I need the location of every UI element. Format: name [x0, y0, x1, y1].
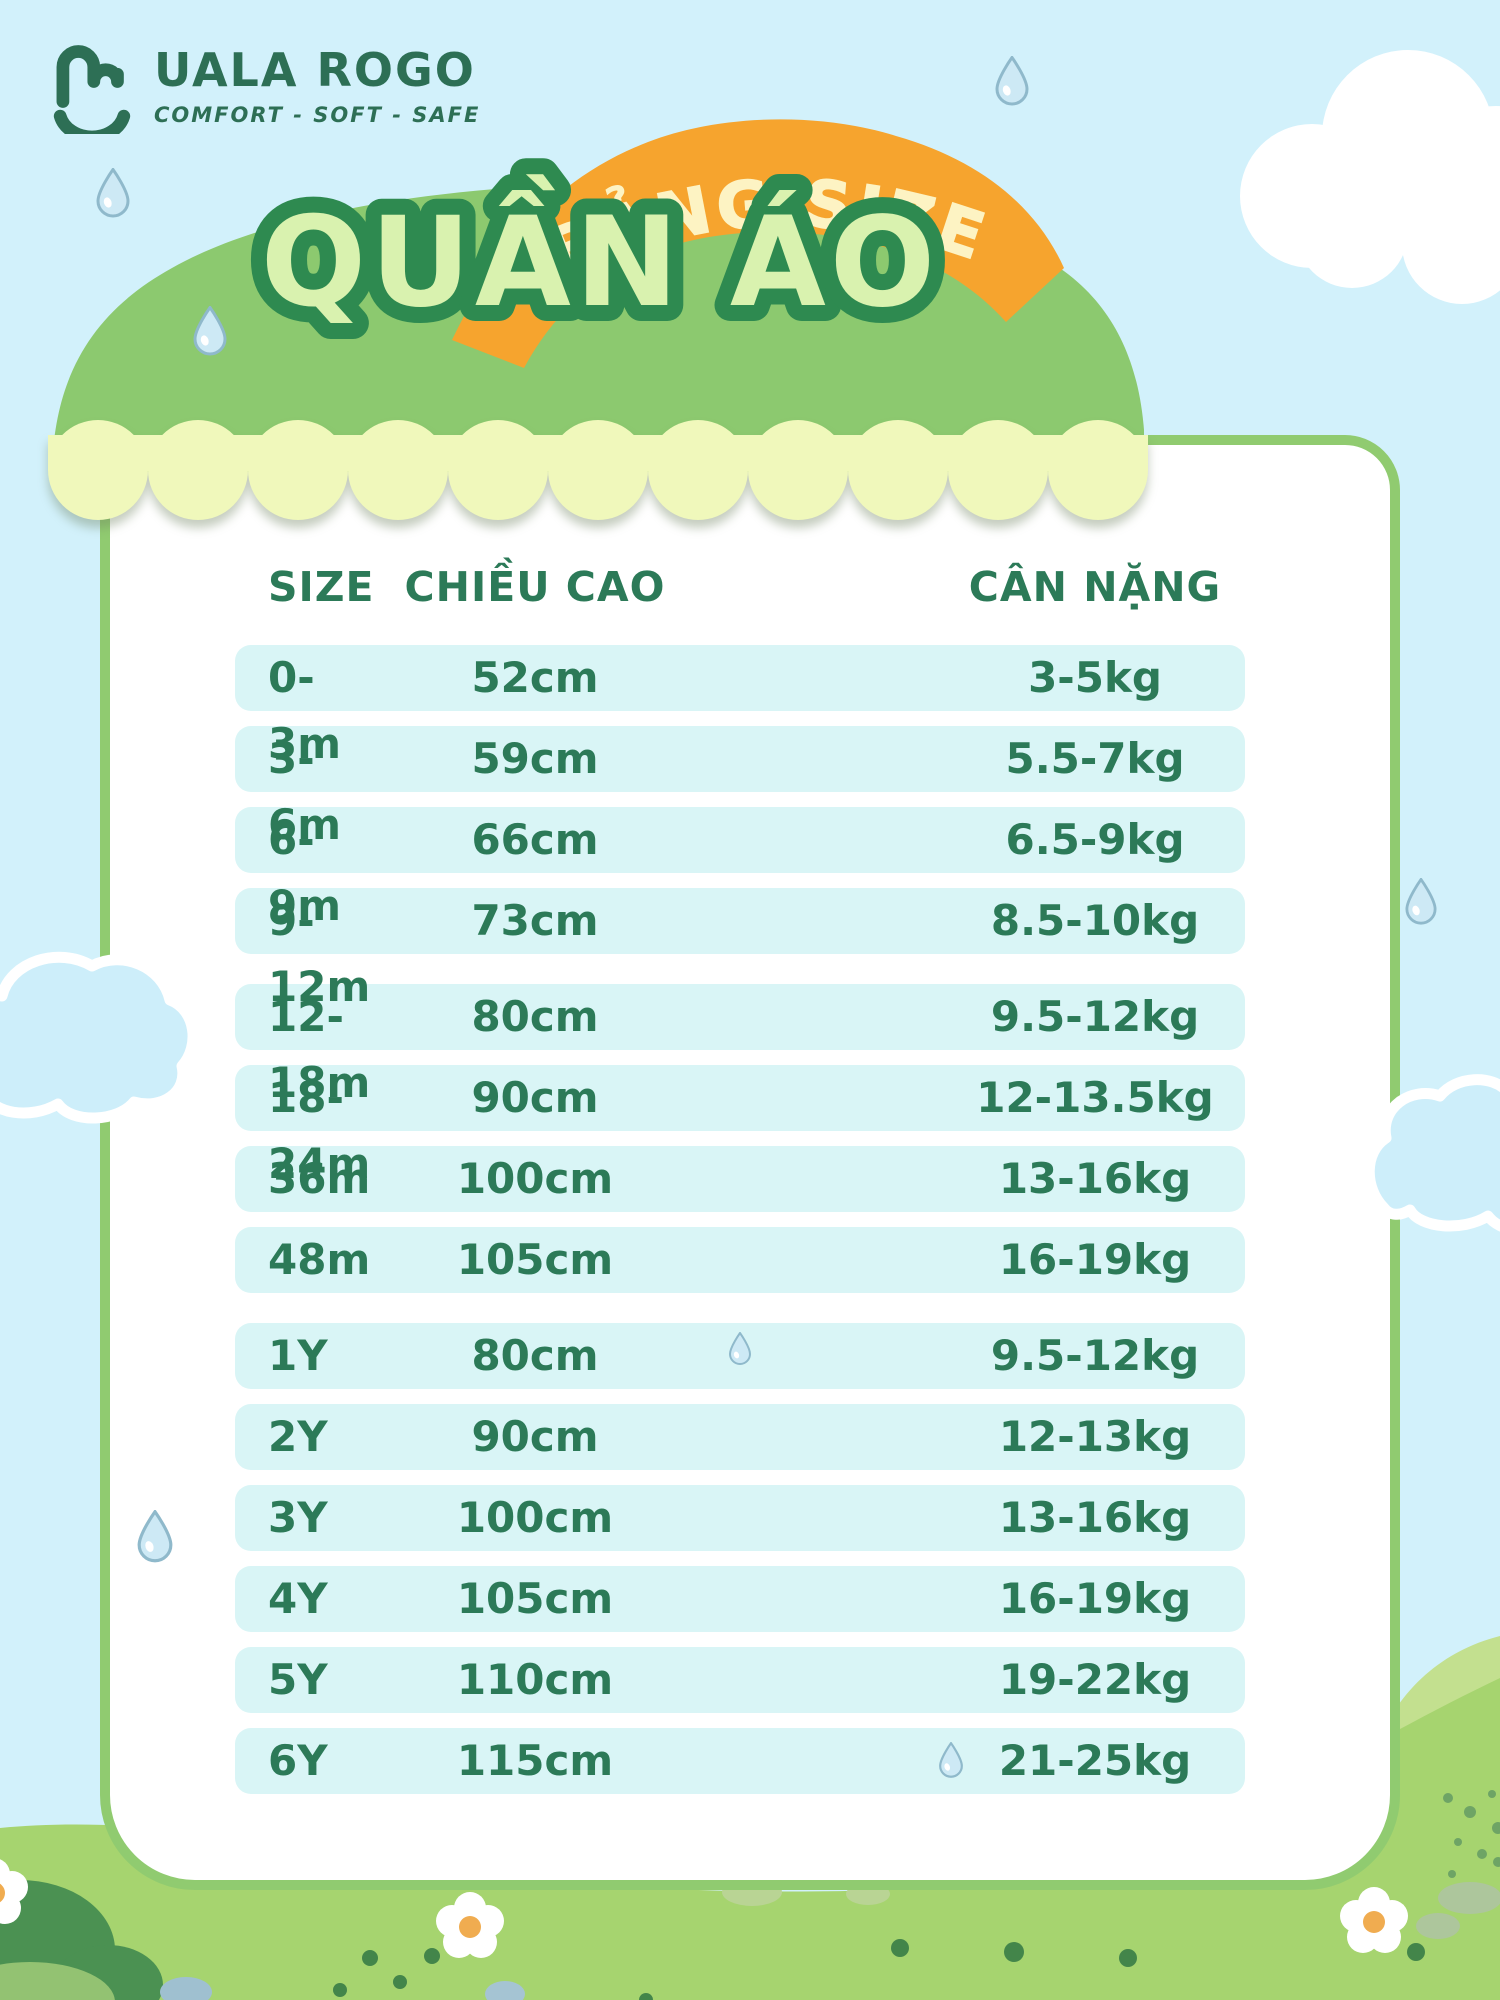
- weight-cell: 19-22kg: [998, 1655, 1192, 1704]
- water-drop-icon: [193, 306, 227, 356]
- brand-logo: UALA ROGO COMFORT - SOFT - SAFE: [52, 40, 480, 134]
- bush-icon: [0, 1880, 163, 2000]
- header-spacer: [715, 562, 945, 612]
- weight-cell: 5.5-7kg: [1005, 734, 1185, 783]
- size-cell: 18-24m: [268, 1073, 371, 1188]
- size-cell: 9-12m: [268, 896, 371, 1011]
- size-group-3: 1Y 80cm 9.5-12kg 2Y 90cm 12-13kg 3Y 100cm 13-16k…: [235, 1323, 1245, 1794]
- weight-cell: 6.5-9kg: [1005, 815, 1185, 864]
- col-header-weight: CÂN NẶNG: [968, 563, 1222, 611]
- height-cell: 66cm: [471, 815, 599, 864]
- col-header-height: CHIỀU CAO: [404, 563, 666, 611]
- cloud-icon: [1240, 50, 1500, 304]
- svg-text:QUẦN ÁO: QUẦN ÁO: [261, 173, 939, 335]
- flower-icon: [436, 1892, 504, 1958]
- table-row: 6Y 115cm 21-25kg: [235, 1728, 1245, 1794]
- brand-text: UALA ROGO COMFORT - SOFT - SAFE: [154, 47, 480, 127]
- size-table: SIZE CHIỀU CAO CÂN NẶNG 0-3m 52cm 3-5kg 3-6…: [235, 562, 1245, 1809]
- weight-cell: 16-19kg: [998, 1574, 1192, 1623]
- grass-speckles: [1443, 1790, 1500, 1878]
- height-cell: 100cm: [456, 1154, 614, 1203]
- table-row: 2Y 90cm 12-13kg: [235, 1404, 1245, 1470]
- size-cell: 48m: [268, 1235, 371, 1284]
- table-header: SIZE CHIỀU CAO CÂN NẶNG: [235, 562, 1245, 612]
- water-drop-icon: [96, 168, 130, 218]
- size-cell: 5Y: [268, 1655, 328, 1704]
- height-cell: 59cm: [471, 734, 599, 783]
- size-cell: 36m: [268, 1154, 371, 1203]
- row-spacer: [715, 1647, 945, 1713]
- banner-ribbon: BẢNG SIZE: [452, 119, 1064, 368]
- height-cell: 73cm: [471, 896, 599, 945]
- bunny-smile-icon: [53, 45, 131, 134]
- table-row: 4Y 105cm 16-19kg: [235, 1566, 1245, 1632]
- table-row: 48m 105cm 16-19kg: [235, 1227, 1245, 1293]
- row-spacer: [715, 1323, 945, 1389]
- row-spacer: [715, 1728, 945, 1794]
- size-cell: 2Y: [268, 1412, 328, 1461]
- table-row: 5Y 110cm 19-22kg: [235, 1647, 1245, 1713]
- weight-cell: 13-16kg: [998, 1154, 1192, 1203]
- table-row: 6-9m 66cm 6.5-9kg: [235, 807, 1245, 930]
- size-cell: 3Y: [268, 1493, 328, 1542]
- row-spacer: [715, 1227, 945, 1293]
- water-drop-icon: [1405, 878, 1437, 925]
- weight-cell: 21-25kg: [998, 1736, 1192, 1785]
- height-cell: 115cm: [456, 1736, 614, 1785]
- size-cell: 6-9m: [268, 815, 341, 930]
- weight-cell: 16-19kg: [998, 1235, 1192, 1284]
- size-group-1: 0-3m 52cm 3-5kg 3-6m 59cm 5.5-7kg 6-9m 66cm 6.5-…: [235, 645, 1245, 1011]
- size-cell: 12-18m: [268, 992, 371, 1107]
- row-spacer: [715, 1566, 945, 1632]
- grass-dots: [333, 1939, 1425, 2000]
- size-cell: 3-6m: [268, 734, 341, 849]
- weight-cell: 12-13.5kg: [976, 1073, 1214, 1122]
- table-row: 3-6m 59cm 5.5-7kg: [235, 726, 1245, 849]
- height-cell: 90cm: [471, 1412, 599, 1461]
- water-drop-icon: [995, 56, 1029, 106]
- row-spacer: [715, 1485, 945, 1551]
- row-spacer: [715, 1146, 945, 1212]
- size-cell: 1Y: [268, 1331, 328, 1380]
- size-cell: 6Y: [268, 1736, 328, 1785]
- weight-cell: 9.5-12kg: [990, 992, 1200, 1041]
- banner-label: BẢNG SIZE: [537, 167, 997, 291]
- height-cell: 90cm: [471, 1073, 599, 1122]
- height-cell: 100cm: [456, 1493, 614, 1542]
- table-row: 0-3m 52cm 3-5kg: [235, 645, 1245, 768]
- height-cell: 105cm: [456, 1235, 614, 1284]
- grass-pebbles: [160, 1977, 525, 2000]
- table-row: 1Y 80cm 9.5-12kg: [235, 1323, 1245, 1389]
- table-row: 36m 100cm 13-16kg: [235, 1146, 1245, 1212]
- brand-name: UALA ROGO: [154, 43, 476, 97]
- size-cell: 0-3m: [268, 653, 341, 768]
- size-cell: 4Y: [268, 1574, 328, 1623]
- brand-tagline: COMFORT - SOFT - SAFE: [154, 103, 481, 127]
- height-cell: 52cm: [471, 653, 599, 702]
- height-cell: 80cm: [471, 1331, 599, 1380]
- weight-cell: 13-16kg: [998, 1493, 1192, 1542]
- height-cell: 80cm: [471, 992, 599, 1041]
- height-cell: 110cm: [456, 1655, 614, 1704]
- col-header-size: SIZE: [268, 563, 375, 611]
- weight-cell: 8.5-10kg: [990, 896, 1200, 945]
- svg-text:QUẦN ÁO: QUẦN ÁO: [261, 173, 939, 335]
- weight-cell: 3-5kg: [1028, 653, 1162, 702]
- table-row: 9-12m 73cm 8.5-10kg: [235, 888, 1245, 1011]
- flower-icon: [1340, 1887, 1408, 1953]
- table-row: 18-24m 90cm 12-13.5kg: [235, 1065, 1245, 1188]
- height-cell: 105cm: [456, 1574, 614, 1623]
- weight-cell: 12-13kg: [998, 1412, 1192, 1461]
- size-table-body: 0-3m 52cm 3-5kg 3-6m 59cm 5.5-7kg 6-9m 66cm 6.5-…: [235, 645, 1245, 1794]
- row-spacer: [715, 1404, 945, 1470]
- page-title: QUẦN ÁO QUẦN ÁO: [245, 157, 951, 351]
- weight-cell: 9.5-12kg: [990, 1331, 1200, 1380]
- flower-icon: [0, 1859, 28, 1924]
- size-group-2: 12-18m 80cm 9.5-12kg 18-24m 90cm 12-13.5kg 36m…: [235, 984, 1245, 1293]
- table-row: 12-18m 80cm 9.5-12kg: [235, 984, 1245, 1107]
- table-row: 3Y 100cm 13-16kg: [235, 1485, 1245, 1551]
- roof: [52, 183, 1144, 472]
